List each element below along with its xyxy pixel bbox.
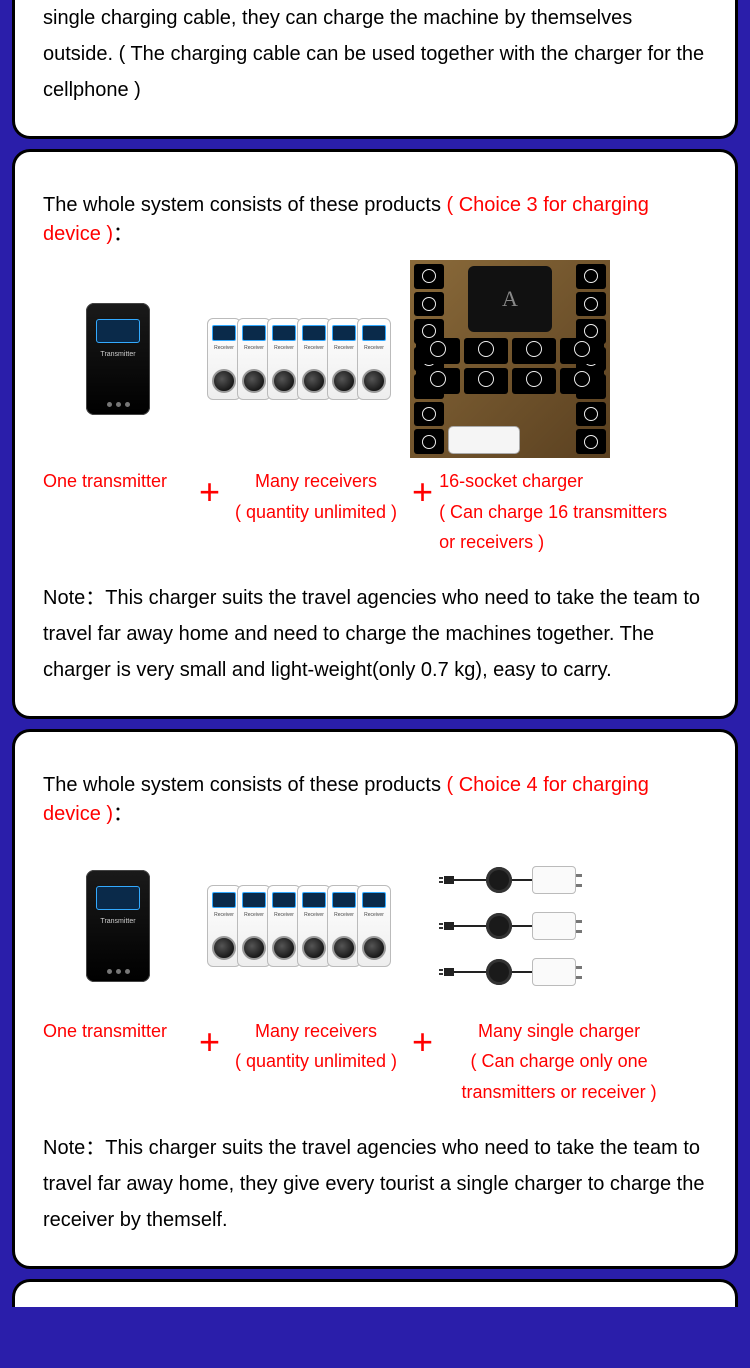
choice3-note: Note：This charger suits the travel agenc…: [43, 580, 707, 688]
choice4-intro: The whole system consists of these produ…: [43, 774, 707, 826]
choice4-transmitter-label: One transmitter: [43, 1016, 193, 1047]
choice3-intro-suffix: ：: [113, 223, 133, 245]
choice3-charger-label: 16-socket charger ( Can charge 16 transm…: [439, 466, 679, 558]
choice4-label-row: One transmitter + Many receivers ( quant…: [43, 1016, 707, 1108]
choice4-charger-label: Many single charger ( Can charge only on…: [439, 1016, 679, 1108]
choice4-note: Note：This charger suits the travel agenc…: [43, 1130, 707, 1238]
transmitter-image: [43, 870, 193, 982]
transmitter-image: [43, 303, 193, 415]
plus-icon: +: [197, 1024, 222, 1060]
card-choice2-tail: single charging cable, they can charge t…: [12, 0, 738, 139]
choice4-product-row: Receiver Receiver Receiver Receiver Rece…: [43, 866, 707, 986]
card-choice4: The whole system consists of these produ…: [12, 729, 738, 1269]
card-next-stub: [12, 1279, 738, 1307]
choice3-intro-prefix: The whole system consists of these produ…: [43, 194, 447, 216]
charger16-image: [405, 260, 615, 458]
receivers-image: Receiver Receiver Receiver Receiver Rece…: [199, 318, 399, 400]
choice4-intro-prefix: The whole system consists of these produ…: [43, 774, 447, 796]
choice3-receivers-label: Many receivers ( quantity unlimited ): [226, 466, 406, 527]
plus-icon: +: [410, 474, 435, 510]
choice4-intro-suffix: ：: [113, 803, 133, 825]
choice2-tail-text: single charging cable, they can charge t…: [43, 0, 707, 108]
choice3-product-row: Receiver Receiver Receiver Receiver Rece…: [43, 260, 707, 458]
receivers-image: Receiver Receiver Receiver Receiver Rece…: [199, 885, 399, 967]
card-choice3: The whole system consists of these produ…: [12, 149, 738, 719]
choice3-transmitter-label: One transmitter: [43, 466, 193, 497]
choice4-receivers-label: Many receivers ( quantity unlimited ): [226, 1016, 406, 1077]
plus-icon: +: [410, 1024, 435, 1060]
single-chargers-image: [405, 866, 615, 986]
choice3-label-row: One transmitter + Many receivers ( quant…: [43, 466, 707, 558]
choice3-intro: The whole system consists of these produ…: [43, 194, 707, 246]
plus-icon: +: [197, 474, 222, 510]
